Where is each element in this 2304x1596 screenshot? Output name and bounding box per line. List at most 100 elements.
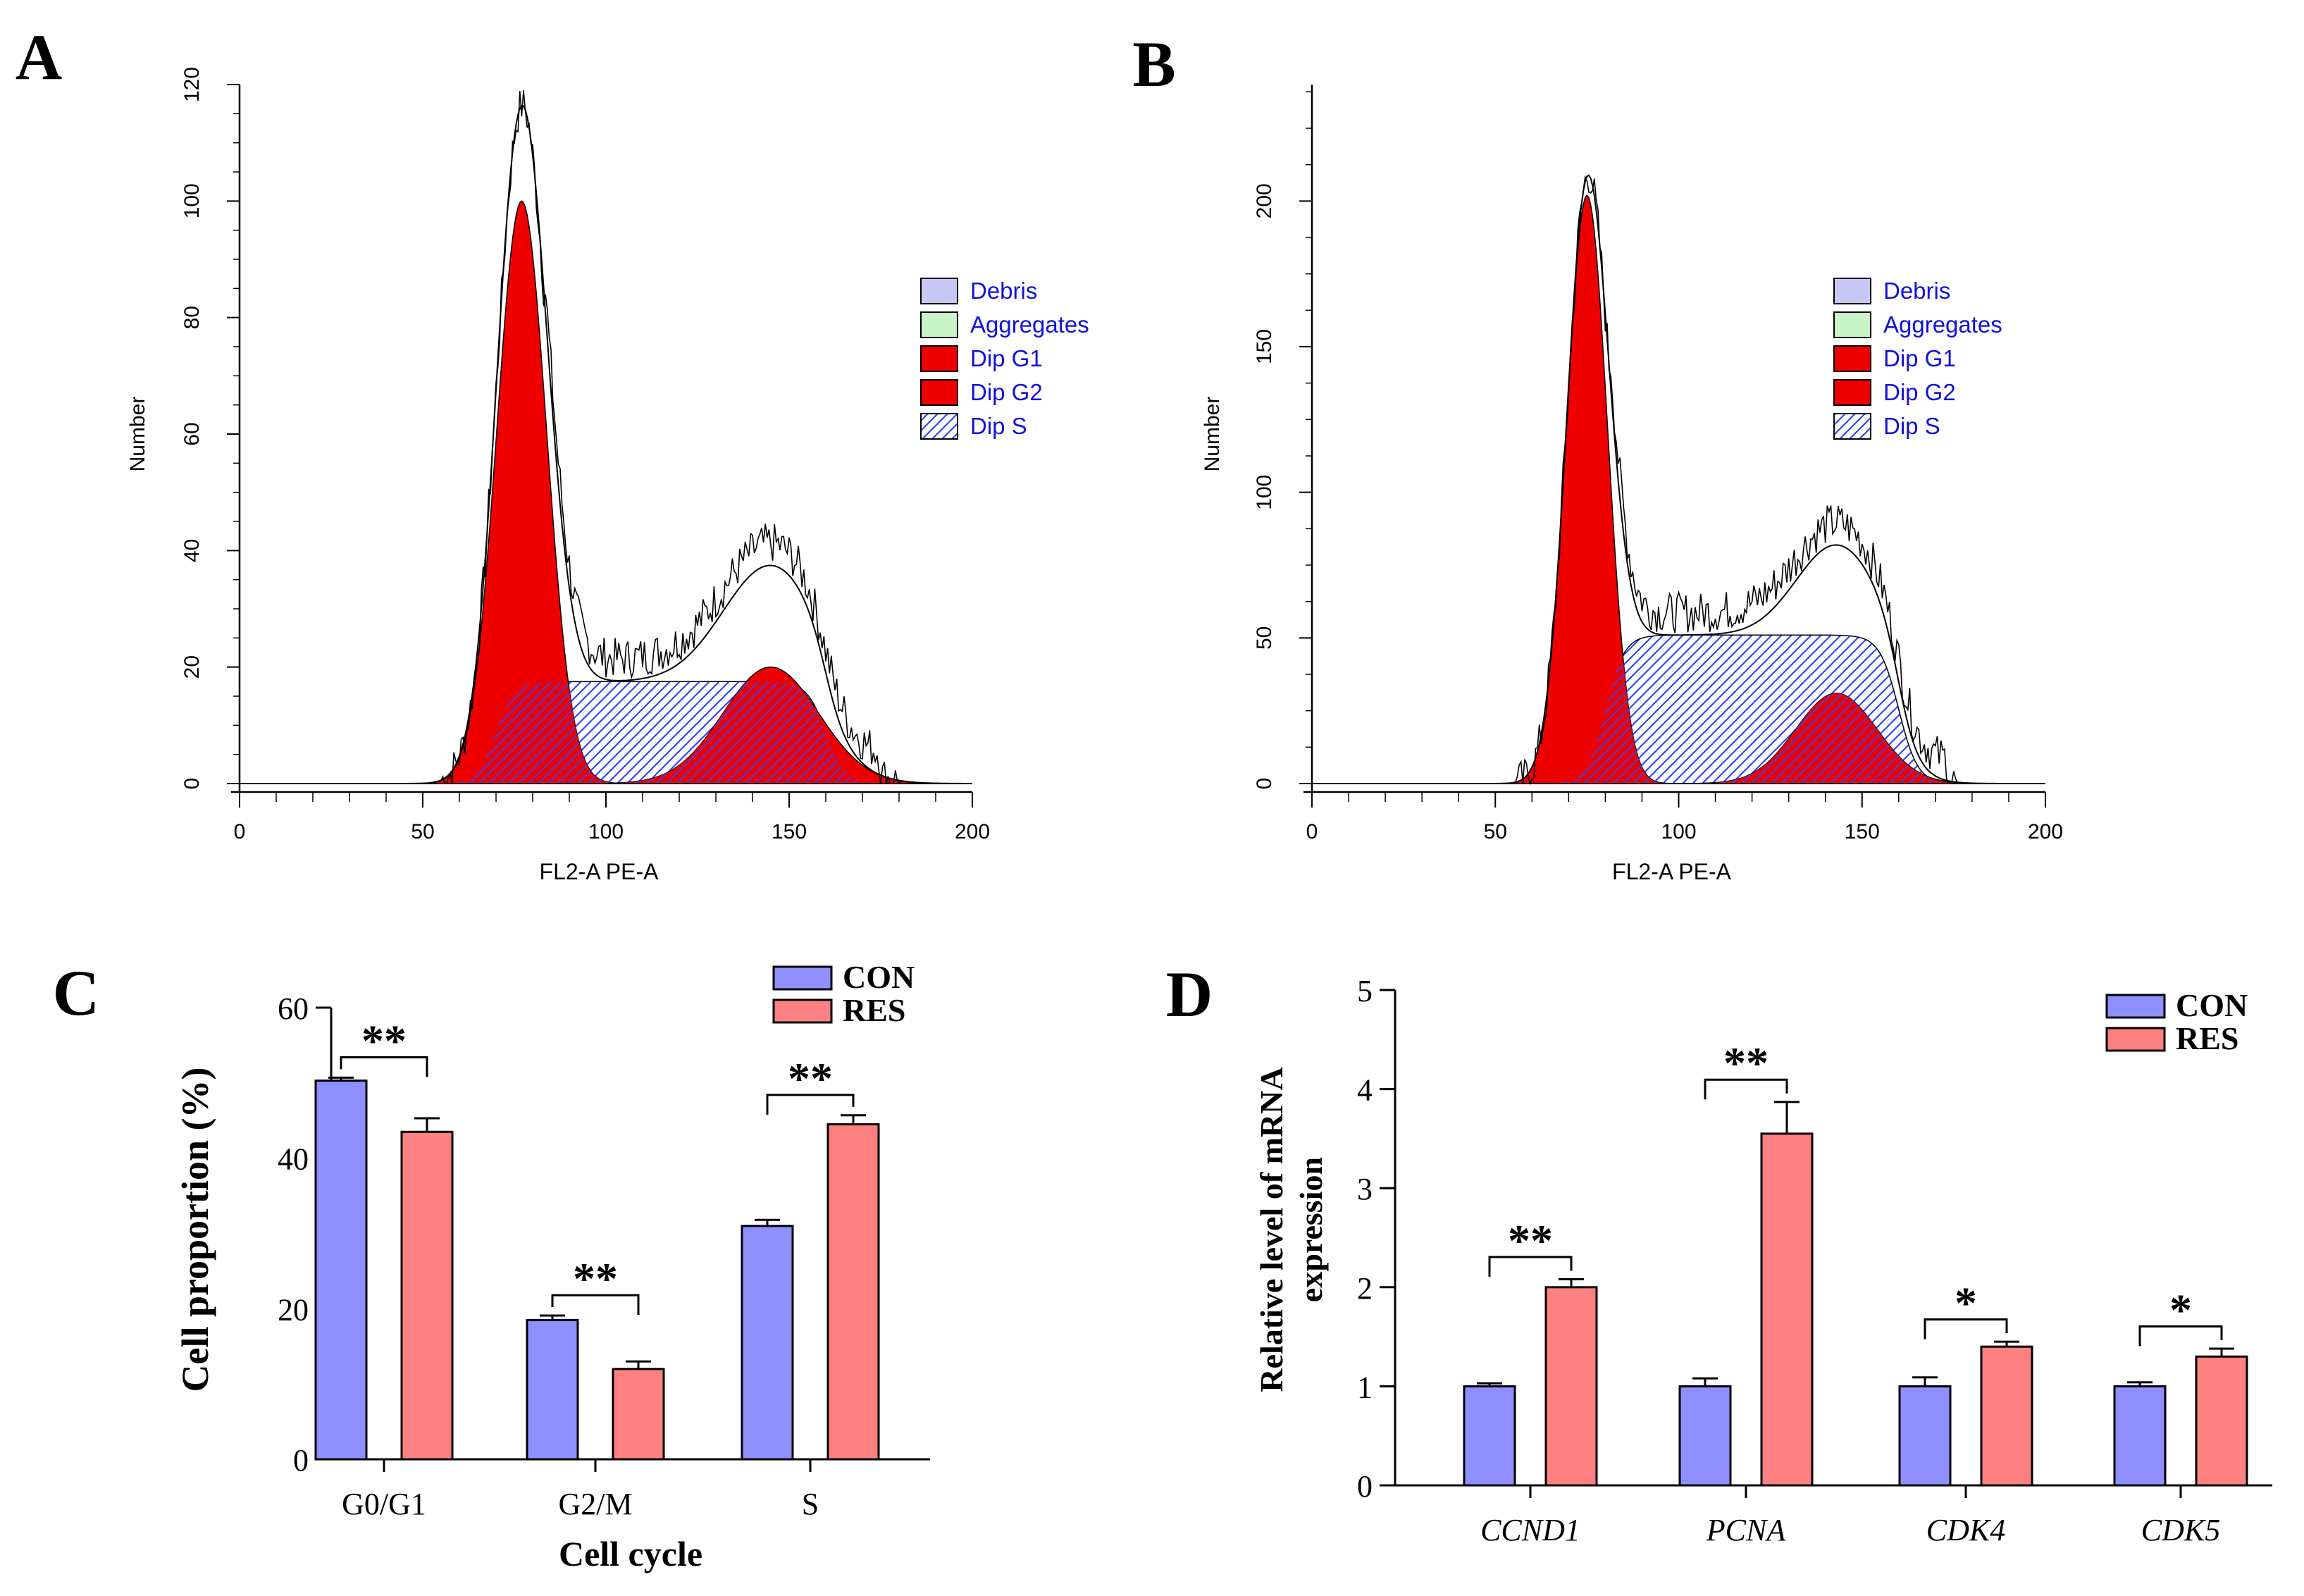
y-tick-label: 60 xyxy=(180,422,204,445)
legend-label-con: CON xyxy=(843,959,915,995)
legend-swatch-dip-g1 xyxy=(920,345,958,372)
x-tick-label: 50 xyxy=(1484,820,1507,843)
panel-letter-d: D xyxy=(1166,958,1213,1030)
significance-mark: ** xyxy=(1723,1038,1769,1088)
y-tick-label: 100 xyxy=(180,183,204,218)
x-tick-label: 100 xyxy=(588,820,624,843)
y-tick-label: 100 xyxy=(1253,475,1276,510)
legend-swatch-dip-g1 xyxy=(1833,345,1871,372)
overlap-g2 xyxy=(457,681,865,784)
overlap-g1 xyxy=(1557,657,1947,784)
y-axis-label: Relative level of mRNA xyxy=(1253,1067,1289,1392)
x-tick-label: 50 xyxy=(411,820,434,843)
bar-panel-d: D 0 1 2 3 4 5 ** CCND1 ** PCNA * CDK4 * CDK5 Relative l… xyxy=(1166,958,2272,1547)
y-tick-label: 50 xyxy=(1253,626,1276,650)
significance-mark: * xyxy=(1955,1278,1977,1328)
y-axis-label: expression xyxy=(1293,1157,1329,1302)
significance-bracket xyxy=(2138,1325,2223,1347)
legend-label-dip-g2: Dip G2 xyxy=(970,379,1043,405)
bar-res xyxy=(1980,1345,2033,1487)
bar-con xyxy=(1463,1385,1516,1487)
legend-label-res: RES xyxy=(2176,1020,2238,1056)
legend-swatch-con xyxy=(772,965,833,991)
significance-bracket xyxy=(1488,1256,1573,1277)
significance-mark: ** xyxy=(1508,1215,1553,1266)
significance-bracket xyxy=(340,1056,428,1077)
legend-label-dip-s: Dip S xyxy=(1883,413,1940,439)
significance-mark: ** xyxy=(573,1254,618,1304)
x-tick-label: 0 xyxy=(234,820,246,843)
y-tick-label: 3 xyxy=(1357,1172,1373,1206)
panel-letter-a: A xyxy=(16,21,62,93)
y-tick-label: 4 xyxy=(1357,1073,1373,1108)
significance-mark: ** xyxy=(361,1016,407,1066)
bar-con xyxy=(1898,1385,1952,1487)
legend-swatch-dip-s xyxy=(920,413,958,440)
x-tick-label: 150 xyxy=(772,820,807,843)
y-tick-label: 80 xyxy=(180,306,204,329)
legend-swatch-dip-s xyxy=(1833,413,1871,440)
bar-con xyxy=(314,1080,368,1461)
histogram-panel-a: A 0 20 40 60 80 100 120 0 50 100 150 200 FL2-A PE-A Nu… xyxy=(16,21,1089,884)
histogram-panel-b: B 0 50 100 150 200 0 50 100 150 200 FL2-A PE-A Numbe… xyxy=(1132,28,2063,884)
histogram-legend: Debris Aggregates Dip G1 Dip G2 Dip S xyxy=(1833,278,2002,440)
x-tick-label: S xyxy=(802,1487,819,1521)
legend-label-dip-g2: Dip G2 xyxy=(1883,379,1956,405)
y-tick-label: 2 xyxy=(1357,1271,1373,1306)
bar-res xyxy=(826,1123,880,1461)
x-tick-label: CDK4 xyxy=(1926,1513,2005,1547)
x-tick-label: 200 xyxy=(955,820,990,843)
x-tick-label: 200 xyxy=(2028,820,2063,843)
y-tick-label: 5 xyxy=(1357,974,1373,1008)
y-tick-label: 60 xyxy=(278,991,309,1026)
bar-panel-c: C 0 20 40 60 ** G0/G1 ** G2/M ** S Cell cycle Cell p… xyxy=(53,957,930,1573)
y-tick-label: 40 xyxy=(180,539,204,562)
x-axis-label: FL2-A PE-A xyxy=(1612,859,1732,884)
legend-label-aggregates: Aggregates xyxy=(970,311,1089,338)
x-tick-label: G2/M xyxy=(558,1487,632,1521)
bar-con xyxy=(1678,1385,1732,1487)
significance-bracket xyxy=(551,1294,640,1316)
x-tick-label: CCND1 xyxy=(1480,1513,1580,1547)
bar-con xyxy=(2113,1385,2167,1487)
x-axis-label: FL2-A PE-A xyxy=(540,859,659,884)
legend-label-dip-s: Dip S xyxy=(970,413,1027,439)
y-tick-label: 1 xyxy=(1357,1370,1373,1404)
significance-bracket xyxy=(766,1094,855,1115)
bar-res xyxy=(400,1130,454,1461)
legend-label-debris: Debris xyxy=(970,278,1037,304)
x-axis-label: Cell cycle xyxy=(559,1534,702,1573)
legend-label-aggregates: Aggregates xyxy=(1883,311,2002,338)
histogram-legend: Debris Aggregates Dip G1 Dip G2 Dip S xyxy=(920,278,1089,440)
legend-swatch-aggregates xyxy=(1833,311,1871,338)
y-axis-label: Number xyxy=(126,397,149,472)
legend-swatch-res xyxy=(2105,1027,2166,1052)
y-tick-label: 20 xyxy=(278,1292,309,1327)
x-tick-label: CDK5 xyxy=(2141,1513,2220,1547)
legend-swatch-aggregates xyxy=(920,311,958,338)
panel-letter-b: B xyxy=(1132,28,1175,100)
bar-res xyxy=(1760,1132,1814,1487)
y-tick-label: 120 xyxy=(180,67,204,102)
y-tick-label: 0 xyxy=(1357,1469,1373,1504)
bar-con xyxy=(741,1225,794,1461)
x-tick-label: 0 xyxy=(1306,820,1318,843)
significance-bracket xyxy=(1704,1078,1788,1100)
bar-res xyxy=(1544,1286,1598,1487)
y-tick-label: 150 xyxy=(1253,329,1276,364)
legend-swatch-debris xyxy=(1833,278,1871,304)
legend-swatch-res xyxy=(772,998,833,1024)
legend-label-con: CON xyxy=(2176,987,2248,1023)
legend-label-res: RES xyxy=(843,992,905,1028)
y-tick-label: 0 xyxy=(293,1443,309,1478)
y-tick-label: 0 xyxy=(1253,778,1276,790)
x-tick-label: 100 xyxy=(1661,820,1696,843)
bar-res xyxy=(612,1368,665,1461)
y-tick-label: 0 xyxy=(180,778,204,790)
legend-label-dip-g1: Dip G1 xyxy=(1883,345,1956,371)
y-axis-label: Number xyxy=(1201,397,1224,472)
legend-swatch-dip-g2 xyxy=(920,379,958,406)
